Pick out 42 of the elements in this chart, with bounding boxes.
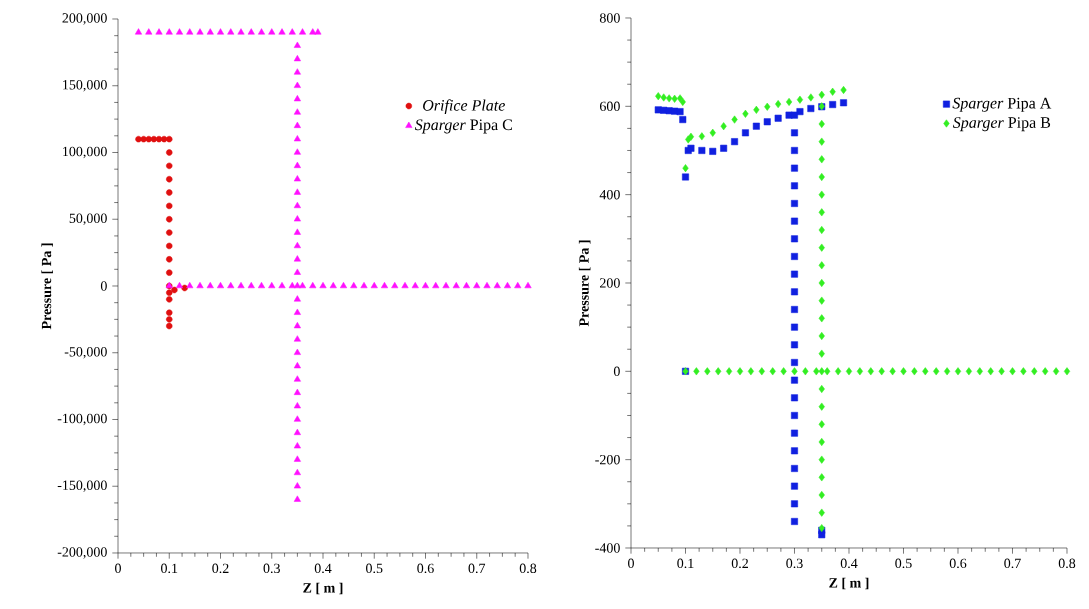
x-tick-label: 0 — [628, 558, 634, 569]
y-tick-label: 0 — [613, 366, 620, 377]
y-tick-label: -100,000 — [57, 413, 107, 426]
x-tick-label: 0.4 — [840, 558, 858, 569]
y-tick-label: 800 — [599, 13, 620, 23]
x-tick-label: 0 — [115, 563, 121, 574]
y-axis-title: Pressure [ Pa ] — [41, 243, 53, 330]
x-tick-label: 0.6 — [949, 558, 967, 569]
y-tick-label: 400 — [599, 189, 620, 200]
y-tick-label: -200,000 — [57, 547, 107, 559]
x-tick-label: 0.3 — [263, 563, 280, 574]
y-tick-label: -150,000 — [57, 480, 107, 492]
y-tick-label: 100,000 — [63, 146, 107, 159]
y-tick-label: 600 — [599, 101, 620, 112]
legend-label: Sparger Pipa A — [952, 97, 1052, 112]
y-tick-label: 200,000 — [62, 13, 107, 25]
x-tick-label: 0.5 — [366, 563, 383, 574]
x-tick-label: 0.1 — [677, 558, 694, 569]
x-tick-label: 0.7 — [1004, 558, 1021, 569]
y-tick-label: -400 — [595, 543, 620, 553]
x-tick-label: 0.2 — [212, 563, 229, 574]
legend-label: Orifice Plate — [423, 99, 505, 115]
x-tick-label: 0.7 — [468, 563, 486, 574]
x-tick-label: 0.4 — [314, 563, 332, 574]
y-tick-label: 150,000 — [63, 80, 107, 92]
legend-label: Sparger Pipa B — [952, 117, 1051, 132]
y-axis-title: Pressure [ Pa ] — [578, 240, 591, 327]
x-tick-label: 0.5 — [895, 558, 912, 569]
x-tick-label: 0.6 — [417, 563, 434, 574]
x-tick-label: 0.8 — [519, 563, 537, 574]
x-tick-label: 0.3 — [786, 558, 803, 569]
x-axis-title: Z [ m ] — [829, 577, 869, 590]
legend-label: Sparger Pipa C — [414, 119, 512, 134]
y-tick-label: -200 — [595, 454, 620, 465]
y-tick-label: -50,000 — [64, 347, 107, 359]
x-tick-label: 0.2 — [731, 558, 748, 569]
y-tick-label: 0 — [100, 281, 107, 291]
x-tick-label: 0.1 — [161, 563, 178, 574]
x-axis-title: Z [ m ] — [303, 582, 343, 595]
x-tick-label: 0.8 — [1058, 558, 1076, 569]
y-tick-label: 200 — [599, 278, 620, 288]
y-tick-label: 50,000 — [69, 213, 107, 225]
